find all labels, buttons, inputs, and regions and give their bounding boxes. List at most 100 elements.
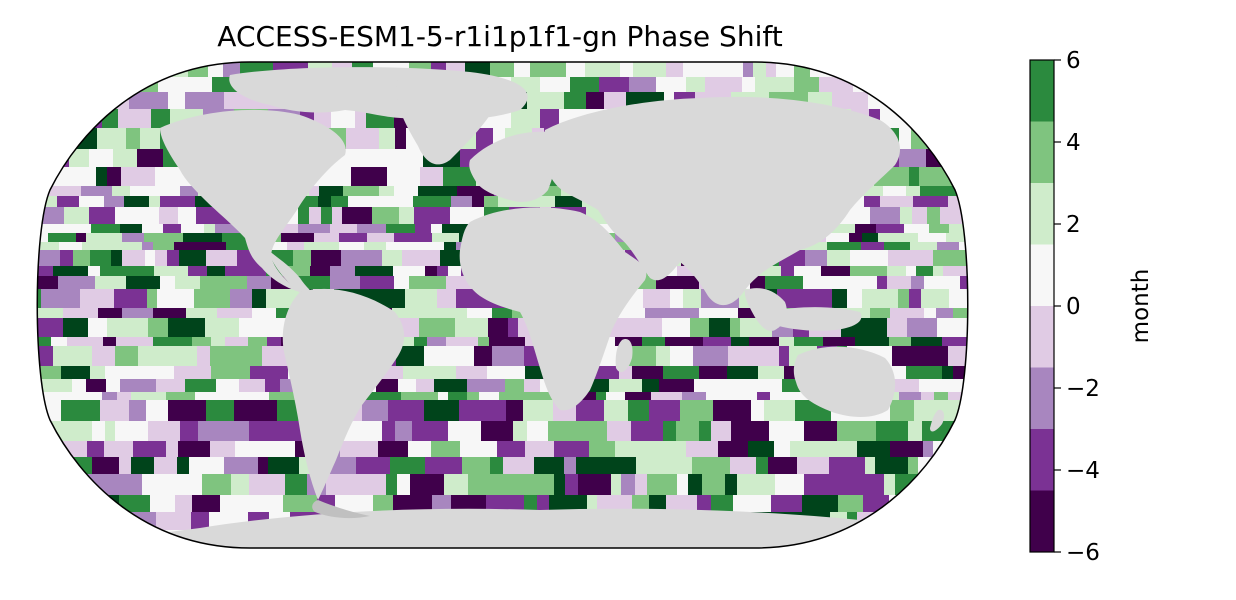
ocean-cell xyxy=(442,224,462,234)
ocean-cell xyxy=(803,276,834,290)
ocean-cell xyxy=(474,346,493,367)
ocean-cell xyxy=(40,207,65,225)
ocean-cell xyxy=(461,547,501,548)
ocean-cell xyxy=(37,92,51,110)
ocean-cell xyxy=(677,474,689,496)
ocean-cell xyxy=(37,186,46,197)
ocean-cell xyxy=(60,250,74,267)
ocean-cell xyxy=(112,186,131,197)
ocean-cell xyxy=(41,289,81,309)
landmass-madagascar xyxy=(615,339,633,373)
ocean-cell xyxy=(935,530,949,548)
ocean-cell xyxy=(951,77,965,93)
ocean-cell xyxy=(77,77,107,93)
ocean-cell xyxy=(116,337,154,347)
ocean-cell xyxy=(660,457,680,475)
ocean-cell xyxy=(827,250,851,267)
ocean-cell xyxy=(397,474,411,496)
ocean-cell xyxy=(61,400,101,422)
ocean-cell xyxy=(154,62,189,78)
ocean-cell xyxy=(914,400,935,422)
ocean-cell xyxy=(223,62,241,78)
ocean-cell xyxy=(643,289,671,309)
ocean-cell xyxy=(893,233,919,243)
ocean-cell xyxy=(119,457,132,475)
ocean-cell xyxy=(37,250,61,267)
ocean-cell xyxy=(554,474,566,496)
ocean-cell xyxy=(241,266,267,277)
ocean-cell xyxy=(790,441,820,458)
ocean-cell xyxy=(378,441,409,458)
ocean-cell xyxy=(565,474,579,496)
ocean-cell xyxy=(257,495,284,513)
ocean-cell xyxy=(92,421,106,442)
ocean-cell xyxy=(973,92,1003,110)
ocean-cell xyxy=(484,196,499,208)
ocean-cell xyxy=(115,421,149,442)
ocean-cell xyxy=(632,495,650,513)
colorbar-bin xyxy=(1030,121,1054,183)
ocean-cell xyxy=(105,421,116,442)
ocean-cell xyxy=(906,266,917,277)
ocean-cell xyxy=(676,421,700,442)
ocean-cell xyxy=(911,337,943,347)
colorbar-tick-label: 4 xyxy=(1066,130,1081,156)
ocean-cell xyxy=(117,392,132,401)
ocean-cell xyxy=(599,457,637,475)
ocean-cell xyxy=(959,441,968,458)
colorbar: 6 4 2 0 −2 −4 −6 month xyxy=(1029,48,1154,566)
ocean-cell xyxy=(818,224,856,234)
ocean-cell xyxy=(400,337,415,347)
ocean-cell xyxy=(87,441,105,458)
ocean-cell xyxy=(819,77,854,93)
map-boundary xyxy=(36,61,969,549)
ocean-cell xyxy=(682,392,707,401)
ocean-cell xyxy=(628,400,650,422)
ocean-cell xyxy=(688,474,703,496)
ocean-cell xyxy=(230,289,253,309)
ocean-cell xyxy=(395,128,407,150)
ocean-cell xyxy=(876,421,909,442)
ocean-cell xyxy=(249,474,286,496)
ocean-cell xyxy=(740,318,761,338)
colorbar-label: month xyxy=(1128,269,1154,344)
ocean-cell xyxy=(802,495,839,513)
ocean-cell xyxy=(424,346,462,367)
ocean-cell xyxy=(121,167,143,187)
ocean-cell xyxy=(971,337,990,347)
ocean-cell xyxy=(756,457,769,475)
ocean-cell xyxy=(625,392,652,401)
ocean-cell xyxy=(37,318,64,338)
ocean-cell xyxy=(899,530,936,548)
ocean-cell xyxy=(350,547,372,548)
ocean-cell xyxy=(131,457,155,475)
ocean-cell xyxy=(420,167,444,187)
ocean-cell xyxy=(37,400,47,422)
ocean-cell xyxy=(208,62,224,78)
ocean-cell xyxy=(766,62,777,78)
ocean-cell xyxy=(649,495,667,513)
ocean-cell xyxy=(901,92,930,110)
ocean-cell xyxy=(210,346,224,367)
ocean-cell xyxy=(490,457,504,475)
ocean-cell xyxy=(779,346,790,367)
landmass-south-america xyxy=(282,288,405,500)
ocean-cell xyxy=(964,128,968,150)
ocean-cell xyxy=(794,266,822,277)
ocean-cell xyxy=(37,337,52,347)
ocean-cell xyxy=(488,318,509,338)
ocean-cell xyxy=(49,474,88,496)
ocean-cell xyxy=(943,266,968,277)
ocean-cell xyxy=(621,474,636,496)
ocean-cell xyxy=(920,186,958,197)
ocean-cell xyxy=(107,167,122,187)
ocean-cell xyxy=(178,441,211,458)
ocean-cell xyxy=(398,379,417,393)
ocean-cell xyxy=(451,196,473,208)
ocean-cell xyxy=(185,92,225,110)
ocean-cell xyxy=(122,233,145,243)
ocean-cell xyxy=(431,224,443,234)
ocean-cell xyxy=(179,250,207,267)
ocean-cell xyxy=(60,457,93,475)
ocean-cell xyxy=(154,266,189,277)
